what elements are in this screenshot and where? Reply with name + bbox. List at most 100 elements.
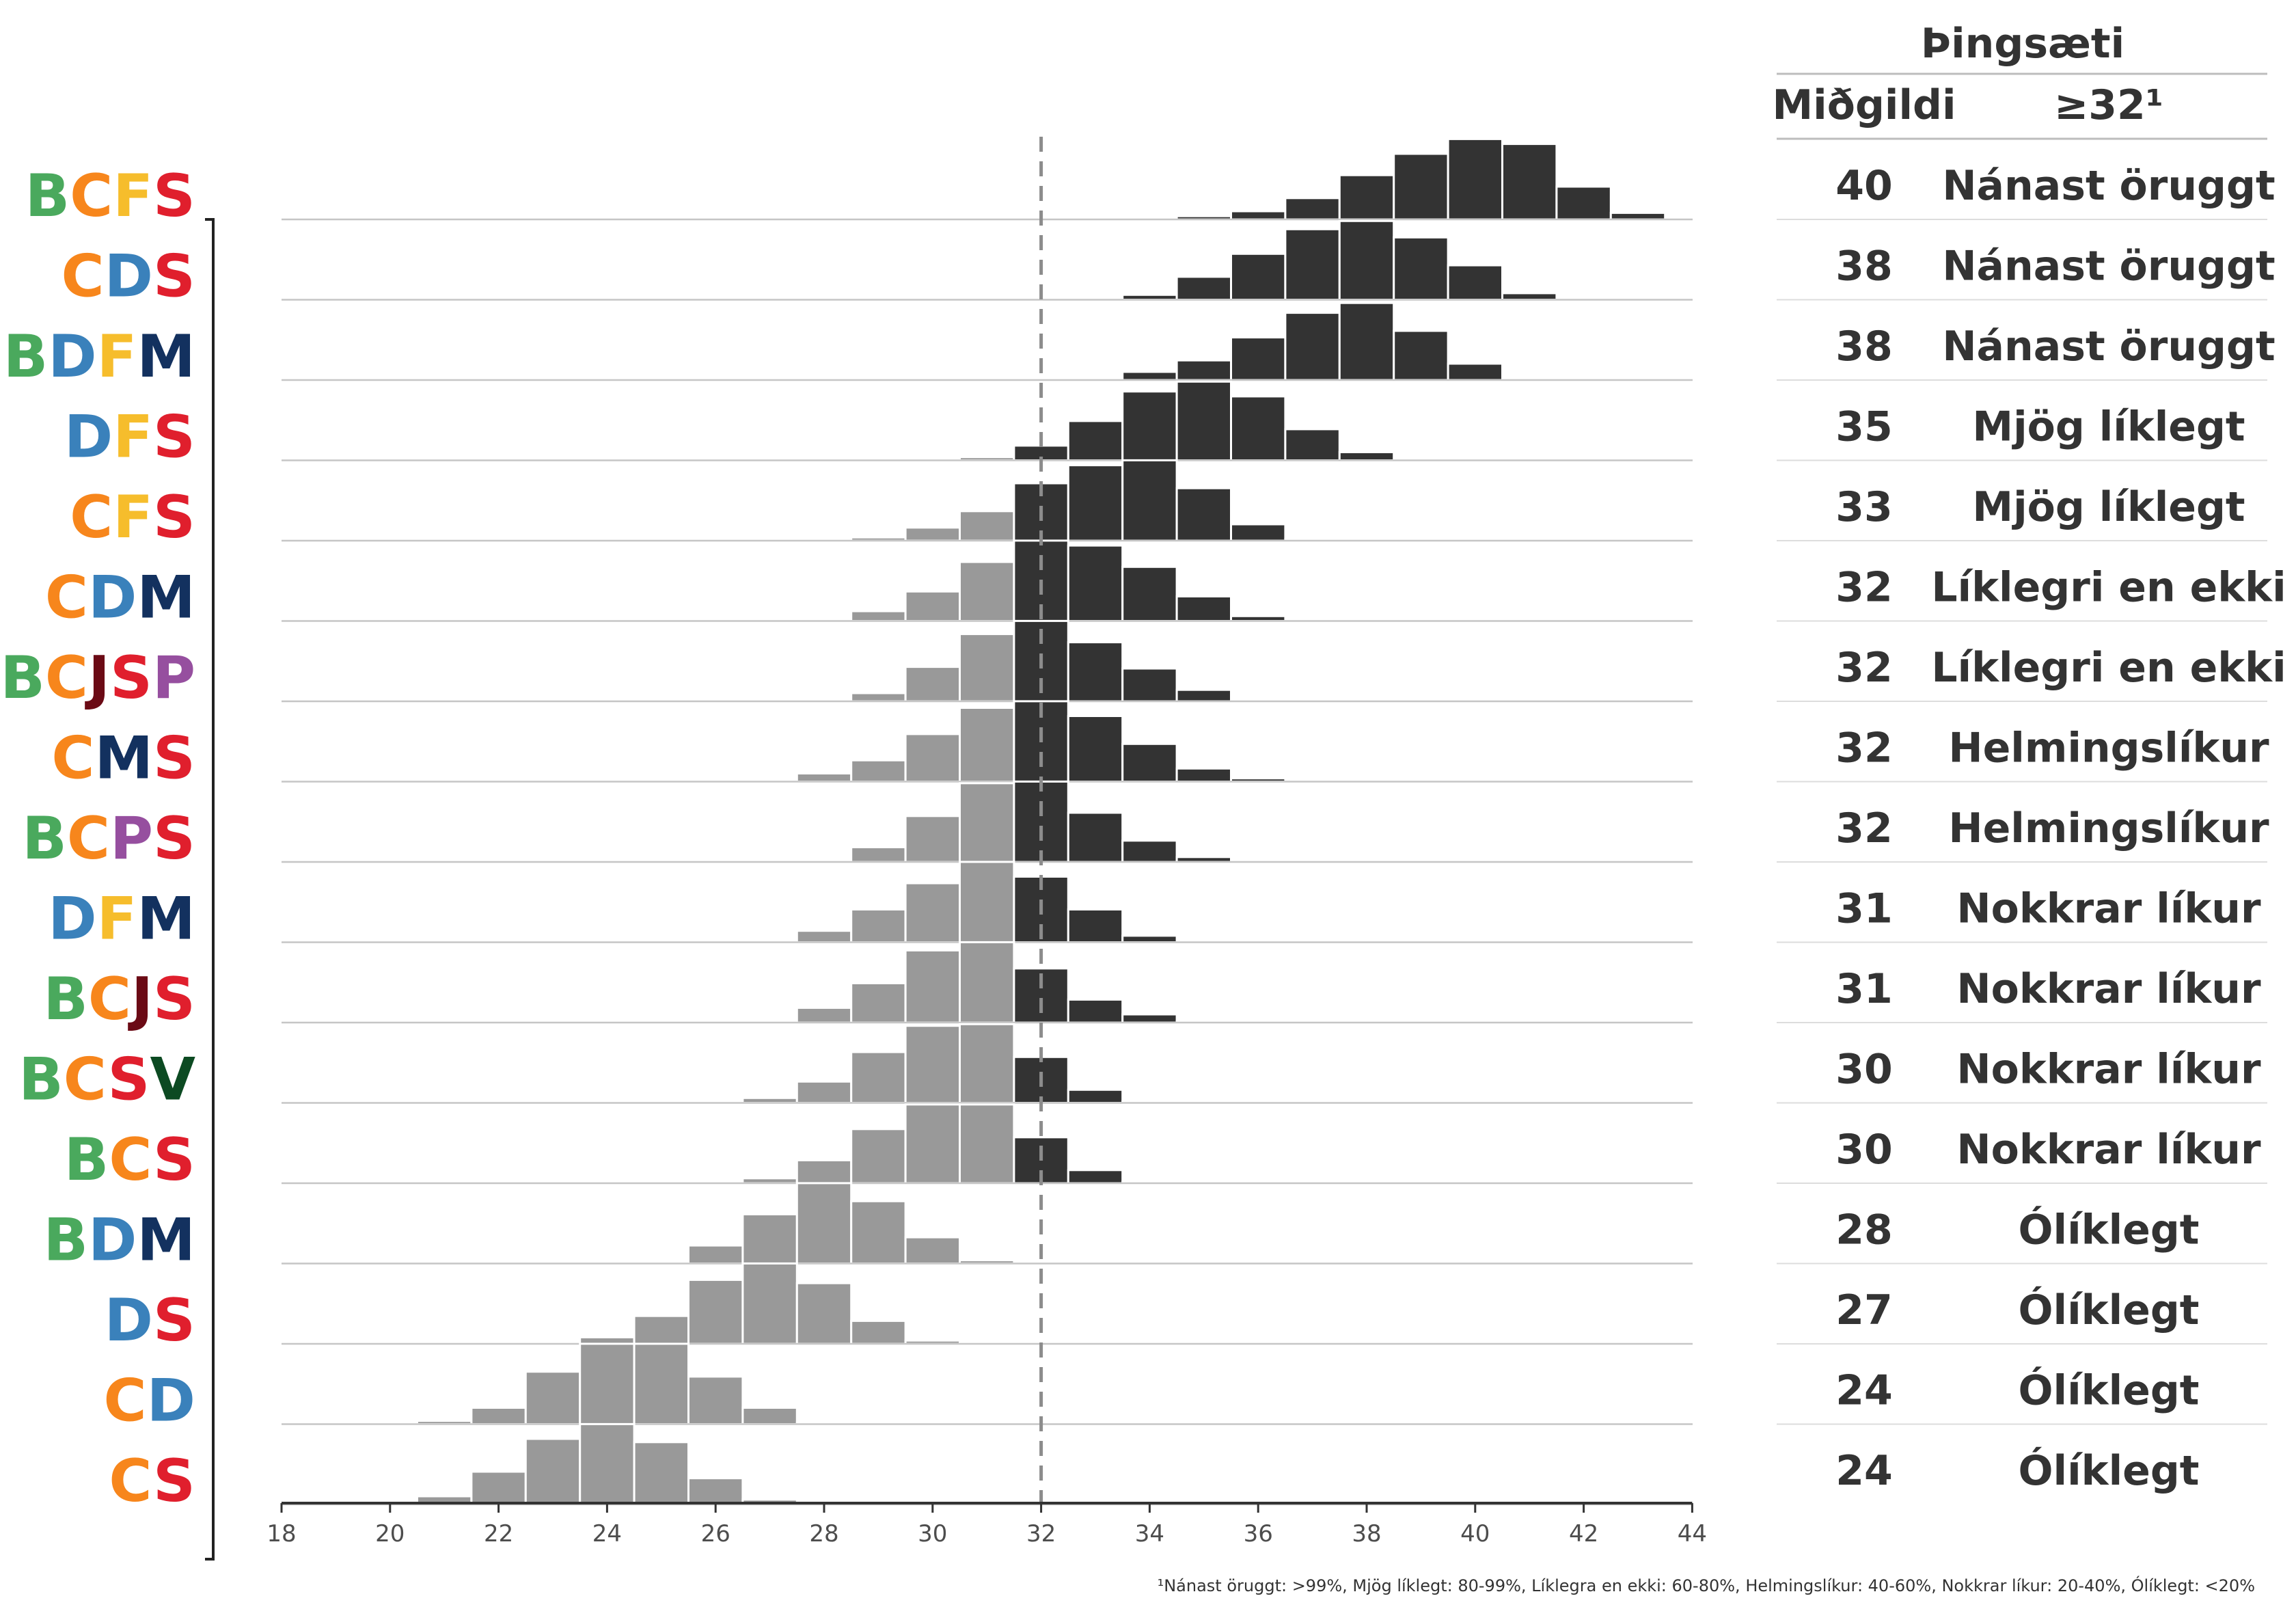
table-title: Þingsæti (1921, 20, 2124, 68)
party-label-bcps: BCPS (22, 805, 195, 873)
histogram-bar (1121, 459, 1178, 542)
party-label-bcjs: BCJS (43, 965, 195, 1034)
x-tick-label: 20 (375, 1520, 405, 1548)
histogram-bar (1338, 219, 1395, 301)
histogram-bar (850, 759, 907, 783)
x-tick-label: 38 (1352, 1520, 1381, 1548)
histogram-bar (1338, 451, 1395, 461)
row-bcfs (282, 137, 1693, 221)
histogram-bar (850, 908, 907, 943)
table-median-value: 30 (1835, 1126, 1893, 1174)
row-cs (282, 1422, 1693, 1506)
table-median-value: 27 (1835, 1286, 1893, 1334)
table-median-value: 31 (1835, 965, 1893, 1013)
histogram-bar (1067, 811, 1124, 863)
histogram-bar (1230, 523, 1287, 542)
x-tick-label: 30 (918, 1520, 947, 1548)
histogram-bar (1447, 362, 1504, 381)
row-bdm (282, 1182, 1693, 1265)
table-prob-value: Líklegri en ekki (1931, 564, 2286, 612)
party-label-cms: CMS (51, 725, 195, 793)
histogram-bar (1121, 742, 1178, 783)
histogram-bar (633, 1314, 689, 1345)
histogram-bar (1175, 380, 1232, 461)
histogram-bar (741, 1262, 798, 1345)
histogram-bar (904, 815, 961, 863)
histogram-bar (1067, 420, 1124, 462)
histogram-bar (1230, 252, 1287, 301)
row-cds (282, 219, 1693, 301)
histogram-bar (1501, 143, 1558, 221)
histogram-bar (850, 846, 907, 863)
histogram-bar (1067, 715, 1124, 783)
histogram-bar (1284, 228, 1341, 301)
x-tick-label: 32 (1026, 1520, 1056, 1548)
x-tick-label: 24 (592, 1520, 622, 1548)
histogram-bar (959, 633, 1015, 703)
party-label-cdm: CDM (45, 564, 195, 632)
row-bracket (205, 218, 215, 1561)
table-prob-value: Nánast öruggt (1942, 323, 2275, 370)
histogram-bar (1338, 301, 1395, 381)
histogram-bar (795, 930, 853, 943)
histogram-bar (1067, 1169, 1124, 1185)
histogram-bar (1555, 185, 1612, 221)
histogram-bar (1013, 780, 1069, 863)
table-median-value: 32 (1835, 725, 1893, 772)
table-median-value: 32 (1835, 805, 1893, 852)
row-dfs (282, 380, 1693, 462)
histogram-bar (1121, 934, 1178, 944)
histogram-bar (1284, 197, 1341, 221)
footnote: ¹Nánast öruggt: >99%, Mjög líklegt: 80-9… (1158, 1575, 2255, 1595)
histogram-bar (687, 1278, 744, 1345)
x-tick-label: 26 (701, 1520, 730, 1548)
party-label-bcjsp: BCJSP (0, 644, 195, 712)
party-label-cd: CD (103, 1367, 195, 1435)
table-prob-value: Helmingslíkur (1948, 725, 2269, 772)
table-median-value: 24 (1835, 1367, 1893, 1415)
table-prob-value: Nánast öruggt (1942, 243, 2275, 291)
histogram-bar (1067, 544, 1124, 622)
histogram-bar (687, 1375, 744, 1426)
histogram-bar (850, 1051, 907, 1104)
seat-table: Þingsæti Miðgildi ≥32¹ 40 Nánast öruggt 38… (1772, 20, 2286, 1495)
party-label-cfs: CFS (70, 483, 195, 552)
histogram-bar (1121, 565, 1178, 622)
histogram-bar (959, 941, 1015, 1024)
histogram-bar (1121, 370, 1178, 381)
table-prob-value: Mjög líklegt (1972, 483, 2245, 531)
histogram-bar (850, 1128, 907, 1185)
histogram-bar (633, 1342, 689, 1426)
histogram-bar (1121, 667, 1178, 703)
histogram-bar (850, 982, 907, 1024)
table-prob-value: Líklegri en ekki (1931, 644, 2286, 692)
table-prob-value: Nokkrar líkur (1956, 1046, 2261, 1094)
histogram-bar (959, 510, 1015, 542)
table-median-value: 31 (1835, 885, 1893, 933)
histogram-bar (850, 1200, 907, 1265)
row-dfm (282, 861, 1693, 944)
table-median-value: 32 (1835, 644, 1893, 692)
table-median-value: 32 (1835, 564, 1893, 612)
histogram-bar (959, 782, 1015, 863)
histogram-bar (959, 707, 1015, 783)
row-cms (282, 700, 1693, 783)
histogram-bar (904, 1025, 961, 1104)
table-header-median: Miðgildi (1772, 81, 1956, 129)
histogram-bar (687, 1477, 744, 1506)
histogram-bar (850, 610, 907, 622)
histogram-bar (904, 666, 961, 703)
histogram-bar (524, 1370, 582, 1425)
histogram-bar (741, 1407, 798, 1425)
table-prob-value: Nokkrar líkur (1956, 1126, 2261, 1174)
histogram-bar (1393, 236, 1449, 301)
histogram-bar (1393, 329, 1449, 381)
party-label-bdm: BDM (43, 1206, 195, 1275)
x-tick-label: 34 (1135, 1520, 1164, 1548)
table-prob-value: Nánast öruggt (1942, 162, 2275, 210)
histogram-bar (470, 1407, 527, 1425)
table-prob-value: Nokkrar líkur (1956, 885, 2261, 933)
histogram-bar (1175, 767, 1232, 783)
histogram-bar (1121, 390, 1178, 462)
histogram-bar (904, 590, 961, 622)
